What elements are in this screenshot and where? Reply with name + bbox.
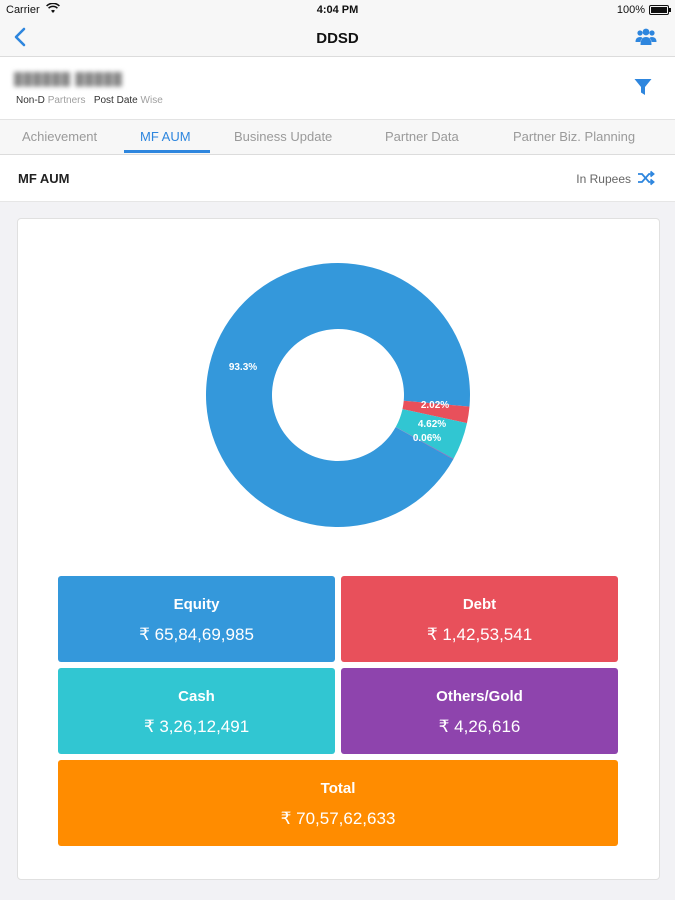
navigation-bar: DDSD xyxy=(0,20,675,57)
cash-value: ₹ 3,26,12,491 xyxy=(143,717,250,736)
partner-name-blurred: ██████ █████ xyxy=(14,72,123,86)
donut-label-others-gold: 0.06% xyxy=(413,433,441,444)
cash-tile: Cash ₹ 3,26,12,491 xyxy=(58,668,335,754)
debt-value: ₹ 1,42,53,541 xyxy=(426,625,533,644)
battery-icon xyxy=(649,5,671,15)
aum-donut-chart: 93.3% 2.02% 4.62% 0.06% xyxy=(205,263,470,527)
filter-description: Non-D Partners Post Date Wise xyxy=(16,95,163,106)
equity-value: ₹ 65,84,69,985 xyxy=(139,625,254,644)
active-tab-indicator xyxy=(124,150,210,153)
unit-toggle-label[interactable]: In Rupees xyxy=(576,172,631,186)
clock: 4:04 PM xyxy=(316,4,359,16)
tab-partner-biz-planning[interactable]: Partner Biz. Planning xyxy=(513,129,636,144)
section-header: MF AUM In Rupees xyxy=(0,155,675,202)
others-gold-value: ₹ 4,26,616 xyxy=(438,717,521,736)
tab-bar: Achievement MF AUM Business Update Partn… xyxy=(0,120,675,155)
donut-slice-cash xyxy=(395,409,467,459)
carrier-label: Carrier xyxy=(6,4,40,16)
tab-mf-aum[interactable]: MF AUM xyxy=(140,129,191,144)
donut-label-cash: 4.62% xyxy=(418,419,446,430)
tab-business-update[interactable]: Business Update xyxy=(234,129,333,144)
category-label: Non-D xyxy=(16,95,45,106)
tab-achievement[interactable]: Achievement xyxy=(22,129,98,144)
wifi-icon xyxy=(46,3,60,13)
donut-slice-others-gold xyxy=(395,426,454,460)
tab-partner-data[interactable]: Partner Data xyxy=(385,129,459,144)
date-type-label: Post Date xyxy=(93,95,138,106)
donut-label-debt: 2.02% xyxy=(421,400,449,411)
debt-tile: Debt ₹ 1,42,53,541 xyxy=(341,576,618,662)
debt-label: Debt xyxy=(462,596,497,613)
total-label: Total xyxy=(320,780,356,797)
date-suffix: Wise xyxy=(140,95,163,106)
category-suffix: Partners xyxy=(47,95,86,106)
page-title: DDSD xyxy=(316,30,359,47)
others-gold-tile: Others/Gold ₹ 4,26,616 xyxy=(341,668,618,754)
shuffle-icon[interactable] xyxy=(637,170,655,186)
cash-label: Cash xyxy=(178,688,215,705)
equity-label: Equity xyxy=(173,596,220,613)
others-gold-label: Others/Gold xyxy=(436,688,523,705)
chevron-left-icon[interactable] xyxy=(10,25,32,49)
users-icon[interactable] xyxy=(635,27,657,47)
status-bar: Carrier 4:04 PM 100% xyxy=(0,0,675,20)
donut-slice-equity xyxy=(205,263,470,527)
battery-percent: 100% xyxy=(616,4,645,16)
total-value: ₹ 70,57,62,633 xyxy=(280,809,396,828)
donut-label-equity: 93.3% xyxy=(229,362,257,373)
donut-slice-debt xyxy=(402,400,470,424)
total-tile: Total ₹ 70,57,62,633 xyxy=(58,760,618,846)
section-title: MF AUM xyxy=(18,171,70,186)
filter-summary-bar: ██████ █████ Non-D Partners Post Date Wi… xyxy=(0,57,675,120)
funnel-icon[interactable] xyxy=(633,77,653,97)
equity-tile: Equity ₹ 65,84,69,985 xyxy=(58,576,335,662)
